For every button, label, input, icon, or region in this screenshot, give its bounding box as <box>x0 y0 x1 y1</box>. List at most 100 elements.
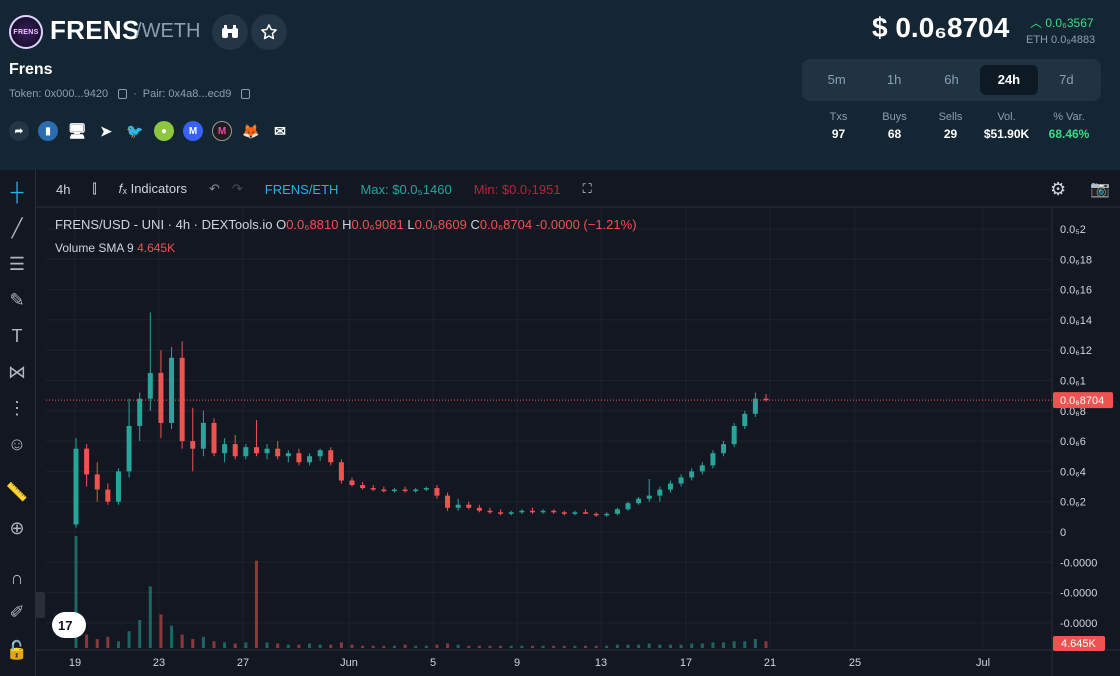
etherscan-icon[interactable]: M <box>212 121 232 141</box>
candle-body <box>572 512 578 514</box>
candle-body <box>445 495 451 508</box>
volume-bar <box>658 644 662 648</box>
volume-bar <box>732 641 736 648</box>
volume-bar <box>223 642 227 648</box>
lock-icon[interactable]: 🔓 <box>5 640 29 660</box>
candle-body <box>763 398 769 401</box>
legend-low: 0.0₆8609 <box>414 217 467 232</box>
coinmarketcap-icon[interactable]: M <box>183 121 203 141</box>
candle-body <box>317 450 323 457</box>
candle-body <box>625 503 631 510</box>
candle-body <box>466 504 472 508</box>
candle-body <box>307 456 313 463</box>
email-icon[interactable]: ✉ <box>274 122 286 139</box>
legend-change: -0.0000 (−1.21%) <box>535 217 637 232</box>
x-tick-label: 9 <box>514 657 520 669</box>
copy-token-icon[interactable] <box>118 89 128 99</box>
volume-bar <box>339 642 343 648</box>
legend-high: 0.0₆9081 <box>351 217 404 232</box>
candle-body <box>752 398 758 414</box>
volume-bar <box>308 643 312 648</box>
timeframe-24h[interactable]: 24h <box>980 65 1038 95</box>
brush-icon[interactable]: ✎ <box>9 290 25 310</box>
volume-bar <box>297 644 301 648</box>
ruler-icon[interactable]: 📏 <box>5 482 29 502</box>
share-icon[interactable]: ➦ <box>9 121 29 141</box>
volume-bar <box>403 644 407 648</box>
pattern-icon[interactable]: ⋈ <box>8 362 26 382</box>
fib-icon[interactable]: ☰ <box>8 254 26 274</box>
timeframe-1h[interactable]: 1h <box>886 72 902 87</box>
timeframe-7d[interactable]: 7d <box>1059 72 1074 87</box>
favorite-button[interactable] <box>251 14 287 50</box>
lock-drawing-icon[interactable]: ✐ <box>9 602 25 622</box>
crosshair-icon[interactable]: ┼ <box>10 182 24 202</box>
trendline-icon[interactable]: ╱ <box>11 218 23 238</box>
stat-label: Txs <box>829 111 848 123</box>
volume-bar <box>265 642 269 648</box>
binoculars-button[interactable] <box>212 14 248 50</box>
ohlc-legend: FRENS/USD - UNI · 4h · DEXTools.io O0.0₆… <box>55 217 637 232</box>
dextools-icon[interactable]: ▮ <box>38 121 58 141</box>
volume-bar <box>116 641 120 648</box>
timeframe-5m[interactable]: 5m <box>827 72 846 87</box>
stat-label: Sells <box>938 111 963 123</box>
tradingview-logo-text: 17 <box>58 618 72 633</box>
zoom-icon[interactable]: ⊕ <box>9 518 25 538</box>
volume-bar <box>414 645 418 648</box>
copy-pair-icon[interactable] <box>241 89 251 99</box>
stat-value: 68 <box>887 127 902 141</box>
min-price: Min: $0.0₇1951 <box>473 181 561 197</box>
metamask-icon[interactable]: 🦊 <box>242 122 260 139</box>
token-logo: FRENS <box>9 15 43 49</box>
candle-body <box>593 513 599 516</box>
twitter-icon[interactable]: 🐦 <box>126 122 144 139</box>
timeframe-6h[interactable]: 6h <box>944 72 959 87</box>
price-chart[interactable]: 0.0₅20.0₆180.0₆160.0₆140.0₆120.0₆10.0₆80… <box>0 170 1120 676</box>
stat-variation: % Var. 68.46% <box>1044 111 1094 141</box>
stat-buys: Buys 68 <box>857 111 932 141</box>
y-tick-label: 0.0₆12 <box>1060 345 1092 357</box>
settings-icon[interactable]: ⚙ <box>1050 178 1067 199</box>
candle-body <box>721 444 727 454</box>
camera-icon[interactable]: 📷 <box>1090 181 1110 198</box>
legend-title: FRENS/USD - UNI · 4h · DEXTools.io <box>55 217 273 232</box>
volume-bar <box>753 639 757 648</box>
candle-body <box>689 471 695 478</box>
candle-body <box>498 512 504 514</box>
magnet-icon[interactable]: ∩ <box>10 568 24 588</box>
y-tick-label: 0.0₆1 <box>1060 376 1086 388</box>
candle-body <box>105 489 111 502</box>
candle-body <box>646 495 652 499</box>
interval-button[interactable]: 4h <box>56 181 71 197</box>
stat-label: % Var. <box>1053 111 1085 123</box>
projection-icon[interactable]: ⋮ <box>8 398 26 418</box>
undo-icon[interactable]: ↶ <box>208 181 220 196</box>
candle-body <box>73 448 79 525</box>
volume-bar <box>488 645 492 648</box>
website-icon[interactable]: 🖥 <box>67 123 87 140</box>
candle-body <box>636 498 642 504</box>
telegram-icon[interactable]: ➤ <box>100 122 112 139</box>
candle-body <box>413 489 419 492</box>
coingecko-icon[interactable]: ● <box>154 121 174 141</box>
stats-row: Txs 97 Buys 68 Sells 29 Vol. $51.90K % Var. 6… <box>820 111 1094 141</box>
volume-bar <box>382 645 386 648</box>
fullscreen-icon[interactable]: ⛶ <box>582 181 592 196</box>
candle-type-icon[interactable]: ⫿ <box>92 181 97 196</box>
candle-body <box>137 398 143 426</box>
candle-body <box>402 489 408 492</box>
text-icon[interactable]: T <box>11 326 23 346</box>
redo-icon[interactable]: ↷ <box>231 181 243 196</box>
volume-bar <box>392 645 396 648</box>
volume-bar <box>233 643 237 648</box>
volume-bar <box>456 644 460 648</box>
legend-h-label: H <box>342 217 352 232</box>
emoji-icon[interactable]: ☺ <box>7 434 27 454</box>
pair-toggle[interactable]: FRENS/ETH <box>264 181 339 197</box>
chart-toolbar: 4h ⫿ 𝑓ₓ Indicators ↶ ↷ FRENS/ETH Max: $0… <box>40 170 1120 208</box>
candle-body <box>84 448 90 475</box>
stat-sells: Sells 29 <box>932 111 969 141</box>
indicators-button[interactable]: 𝑓ₓ Indicators <box>119 181 187 197</box>
volume-bar <box>424 645 428 648</box>
